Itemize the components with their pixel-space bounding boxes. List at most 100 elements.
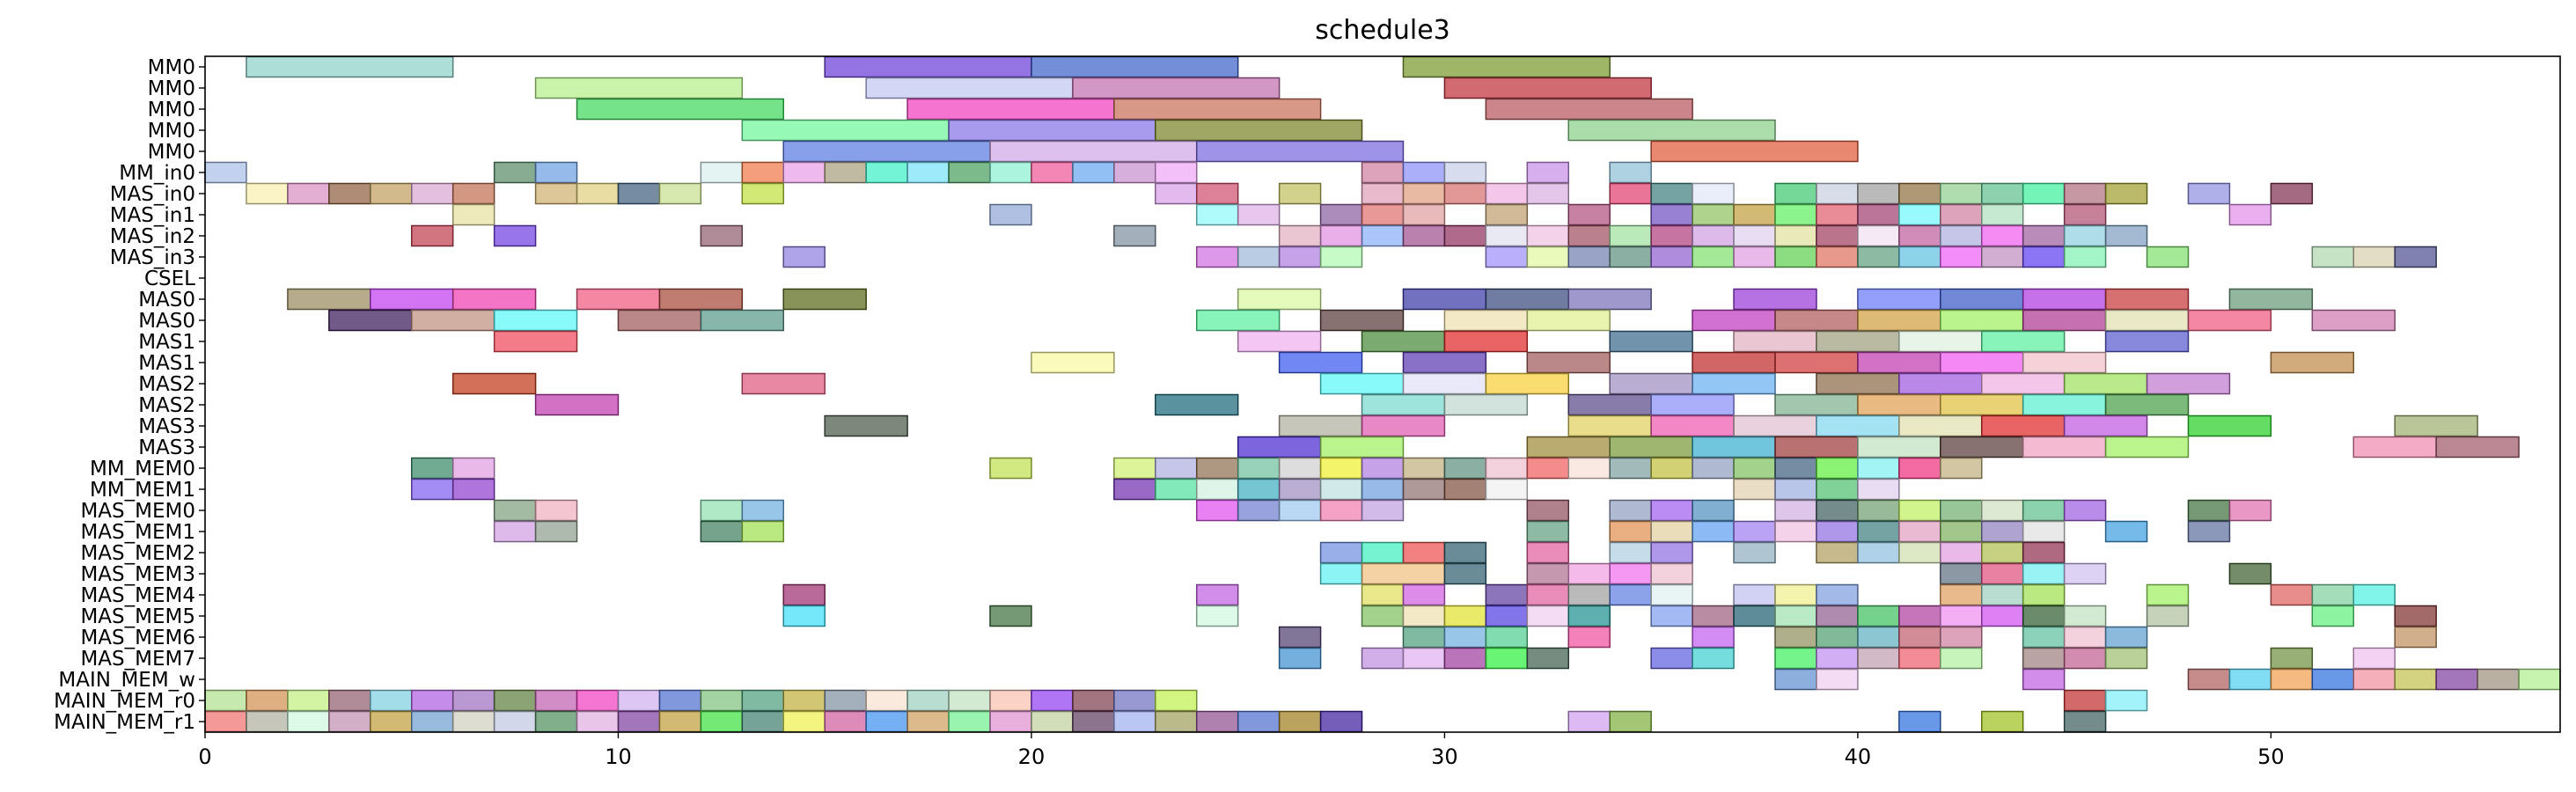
task-bar	[1567, 224, 1611, 247]
task-bar	[2022, 351, 2107, 374]
task-bar	[1980, 583, 2024, 606]
task-bar	[741, 520, 785, 543]
y-tick-label: MM_in0	[119, 162, 195, 185]
task-bar	[2435, 668, 2478, 691]
task-bar	[1857, 203, 1900, 226]
task-bar	[1237, 330, 1322, 353]
task-bar	[2104, 689, 2148, 712]
task-bar	[2022, 626, 2066, 649]
task-bar	[1278, 182, 1322, 205]
task-bar	[1361, 182, 1405, 205]
task-bar	[1650, 414, 1735, 437]
task-bar	[1692, 626, 1735, 649]
task-bar	[451, 288, 537, 311]
task-bar	[1485, 203, 1529, 226]
task-bar	[451, 182, 495, 205]
task-bar	[2063, 647, 2107, 670]
task-bar	[989, 140, 1198, 163]
task-bar	[493, 499, 537, 522]
task-bar	[1155, 689, 1198, 712]
task-bar	[1278, 414, 1363, 437]
task-bar	[410, 478, 454, 501]
task-bar	[1485, 478, 1529, 501]
task-bar	[1402, 457, 1446, 480]
task-bar	[1319, 309, 1405, 332]
task-bar	[741, 119, 950, 142]
task-bar	[617, 689, 661, 712]
task-bar	[1319, 436, 1405, 458]
task-bar	[1443, 478, 1487, 501]
task-bar	[204, 689, 247, 712]
task-bar	[1072, 710, 1115, 733]
task-bar	[1609, 710, 1652, 733]
task-bar	[1650, 457, 1693, 480]
task-bar	[493, 710, 537, 733]
task-bar	[1113, 710, 1156, 733]
task-bar	[782, 246, 826, 268]
task-bar	[2228, 499, 2272, 522]
task-bar	[2311, 583, 2355, 606]
task-bar	[2063, 224, 2107, 247]
task-bar	[2104, 330, 2190, 353]
task-bar	[2063, 499, 2107, 522]
task-bar	[1361, 647, 1405, 670]
task-bar	[1733, 203, 1776, 226]
task-bar	[2063, 414, 2148, 437]
task-bar	[534, 499, 578, 522]
task-bar	[1113, 457, 1156, 480]
task-bar	[865, 710, 908, 733]
task-bar	[2063, 372, 2148, 395]
task-bar	[1816, 246, 1859, 268]
task-bar	[2104, 647, 2148, 670]
task-bar	[1567, 710, 1611, 733]
task-bar	[1774, 668, 1817, 691]
task-bar	[1940, 393, 2024, 416]
task-bar	[1692, 436, 1776, 458]
task-bar	[2022, 520, 2066, 543]
task-bar	[1402, 626, 1446, 649]
task-bar	[1816, 330, 1900, 353]
task-bar	[1650, 393, 1735, 416]
x-tick-label: 30	[1431, 744, 1458, 769]
task-bar	[2146, 605, 2190, 627]
task-bar	[1485, 647, 1529, 670]
task-bar	[1361, 203, 1405, 226]
task-bar	[370, 288, 454, 311]
task-bar	[287, 710, 330, 733]
task-bar	[2518, 668, 2561, 691]
task-bar	[1940, 436, 2024, 458]
task-bar	[534, 161, 578, 184]
task-bar	[1816, 605, 1859, 627]
task-bar	[328, 309, 413, 332]
task-bar	[1980, 224, 2024, 247]
task-bar	[1567, 119, 1776, 142]
task-bar	[1526, 436, 1611, 458]
task-bar	[989, 203, 1032, 226]
task-bar	[1443, 457, 1487, 480]
task-bar	[2228, 562, 2272, 585]
task-bar	[493, 520, 537, 543]
task-bar	[1898, 710, 1941, 733]
task-bar	[1031, 351, 1115, 374]
task-bar	[1609, 246, 1652, 268]
task-bar	[493, 689, 537, 712]
task-bar	[1692, 203, 1735, 226]
task-bar	[1155, 161, 1198, 184]
task-bar	[2104, 288, 2190, 311]
task-bar	[1072, 77, 1281, 99]
task-bar	[1609, 330, 1693, 353]
task-bar	[1195, 499, 1239, 522]
task-bar	[1402, 55, 1611, 78]
task-bar	[1113, 689, 1156, 712]
task-bar	[1980, 330, 2066, 353]
task-bar	[1898, 626, 1941, 649]
task-bar	[1816, 182, 1859, 205]
task-bar	[824, 55, 1032, 78]
task-bar	[948, 119, 1156, 142]
task-bar	[2270, 583, 2314, 606]
task-bar	[1857, 393, 1941, 416]
task-bar	[451, 372, 537, 395]
task-bar	[1402, 647, 1446, 670]
task-bar	[2063, 605, 2107, 627]
